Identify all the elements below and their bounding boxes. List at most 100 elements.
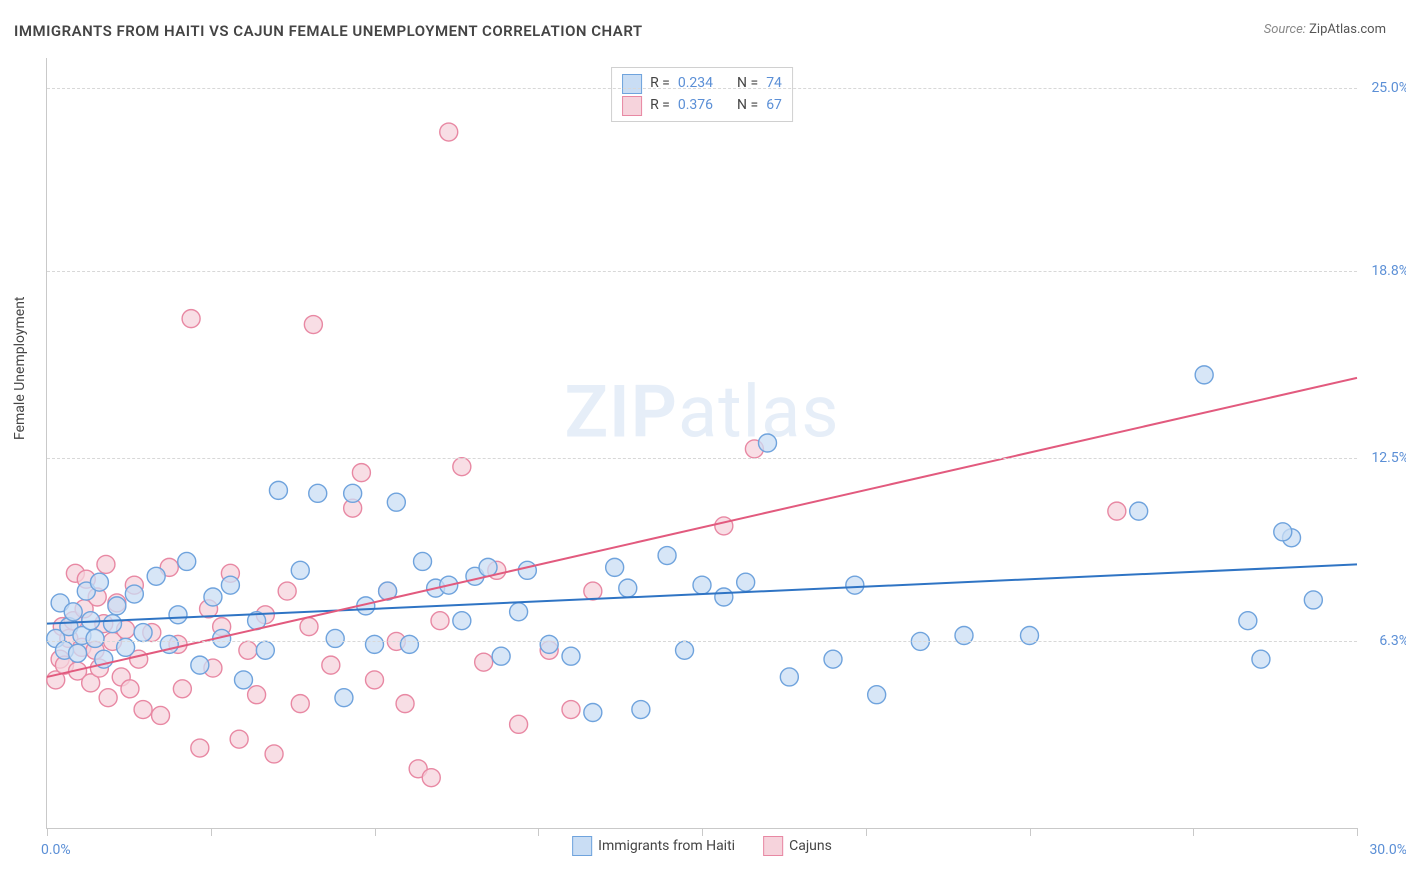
scatter-point (562, 647, 580, 665)
regression-line (47, 378, 1357, 677)
scatter-point (125, 585, 143, 603)
y-tick-label: 12.5% (1371, 450, 1406, 466)
legend-item-pink: Cajuns (763, 836, 832, 856)
scatter-point (182, 310, 200, 328)
scatter-point (1130, 502, 1148, 520)
scatter-point (366, 671, 384, 689)
scatter-point (632, 701, 650, 719)
scatter-point (1239, 612, 1257, 630)
scatter-point (344, 484, 362, 502)
scatter-point (269, 481, 287, 499)
scatter-point (265, 745, 283, 763)
x-tick (375, 828, 376, 836)
scatter-point (134, 624, 152, 642)
scatter-point (715, 517, 733, 535)
scatter-point (204, 588, 222, 606)
scatter-point (169, 606, 187, 624)
chart-title: IMMIGRANTS FROM HAITI VS CAJUN FEMALE UN… (14, 22, 643, 40)
scatter-plot-svg (47, 58, 1357, 828)
scatter-point (1195, 366, 1213, 384)
legend-bottom: Immigrants from Haiti Cajuns (572, 836, 832, 856)
scatter-point (737, 573, 755, 591)
source-attribution: Source: ZipAtlas.com (1264, 22, 1386, 37)
y-tick-label: 25.0% (1371, 80, 1406, 96)
gridline (47, 88, 1357, 89)
x-tick (1357, 828, 1358, 836)
scatter-point (492, 647, 510, 665)
scatter-point (414, 552, 432, 570)
scatter-point (300, 618, 318, 636)
scatter-point (191, 739, 209, 757)
y-axis-label: Female Unemployment (12, 296, 28, 440)
legend-label-blue: Immigrants from Haiti (598, 838, 735, 854)
scatter-point (584, 582, 602, 600)
scatter-point (759, 434, 777, 452)
scatter-point (304, 316, 322, 334)
scatter-point (239, 641, 257, 659)
legend-item-blue: Immigrants from Haiti (572, 836, 735, 856)
scatter-point (584, 704, 602, 722)
scatter-point (121, 680, 139, 698)
gridline (47, 641, 1357, 642)
scatter-point (510, 715, 528, 733)
regression-line (47, 564, 1357, 623)
scatter-point (475, 653, 493, 671)
scatter-point (230, 730, 248, 748)
scatter-point (1108, 502, 1126, 520)
x-tick (702, 828, 703, 836)
scatter-point (715, 588, 733, 606)
source-label: Source: (1264, 22, 1306, 37)
legend-label-pink: Cajuns (789, 838, 832, 854)
scatter-point (824, 650, 842, 668)
scatter-point (147, 567, 165, 585)
y-tick-label: 6.3% (1379, 633, 1406, 649)
scatter-point (178, 552, 196, 570)
scatter-point (431, 612, 449, 630)
scatter-point (387, 493, 405, 511)
scatter-point (396, 695, 414, 713)
scatter-point (278, 582, 296, 600)
scatter-point (510, 603, 528, 621)
source-name: ZipAtlas.com (1309, 22, 1386, 37)
scatter-point (658, 547, 676, 565)
scatter-point (291, 561, 309, 579)
scatter-point (108, 597, 126, 615)
scatter-point (99, 689, 117, 707)
scatter-point (693, 576, 711, 594)
gridline (47, 458, 1357, 459)
gridline (47, 271, 1357, 272)
x-tick (47, 828, 48, 836)
scatter-point (1304, 591, 1322, 609)
scatter-point (453, 612, 471, 630)
scatter-point (400, 635, 418, 653)
scatter-point (134, 701, 152, 719)
x-tick (538, 828, 539, 836)
x-tick (1030, 828, 1031, 836)
scatter-point (64, 603, 82, 621)
x-tick (866, 828, 867, 836)
swatch-blue-bottom-icon (572, 836, 592, 856)
scatter-point (191, 656, 209, 674)
scatter-point (221, 576, 239, 594)
scatter-point (173, 680, 191, 698)
scatter-point (453, 458, 471, 476)
scatter-point (248, 686, 266, 704)
scatter-point (518, 561, 536, 579)
scatter-point (352, 464, 370, 482)
scatter-point (235, 671, 253, 689)
scatter-point (440, 123, 458, 141)
scatter-point (335, 689, 353, 707)
scatter-point (326, 629, 344, 647)
chart-plot-area: ZIPatlas R = 0.234 N = 74 R = 0.376 N = … (46, 58, 1357, 829)
scatter-point (780, 668, 798, 686)
scatter-point (90, 573, 108, 591)
y-tick-label: 18.8% (1371, 263, 1406, 279)
scatter-point (256, 641, 274, 659)
scatter-point (309, 484, 327, 502)
scatter-point (846, 576, 864, 594)
scatter-point (606, 558, 624, 576)
scatter-point (86, 629, 104, 647)
x-tick (1193, 828, 1194, 836)
scatter-point (291, 695, 309, 713)
scatter-point (619, 579, 637, 597)
